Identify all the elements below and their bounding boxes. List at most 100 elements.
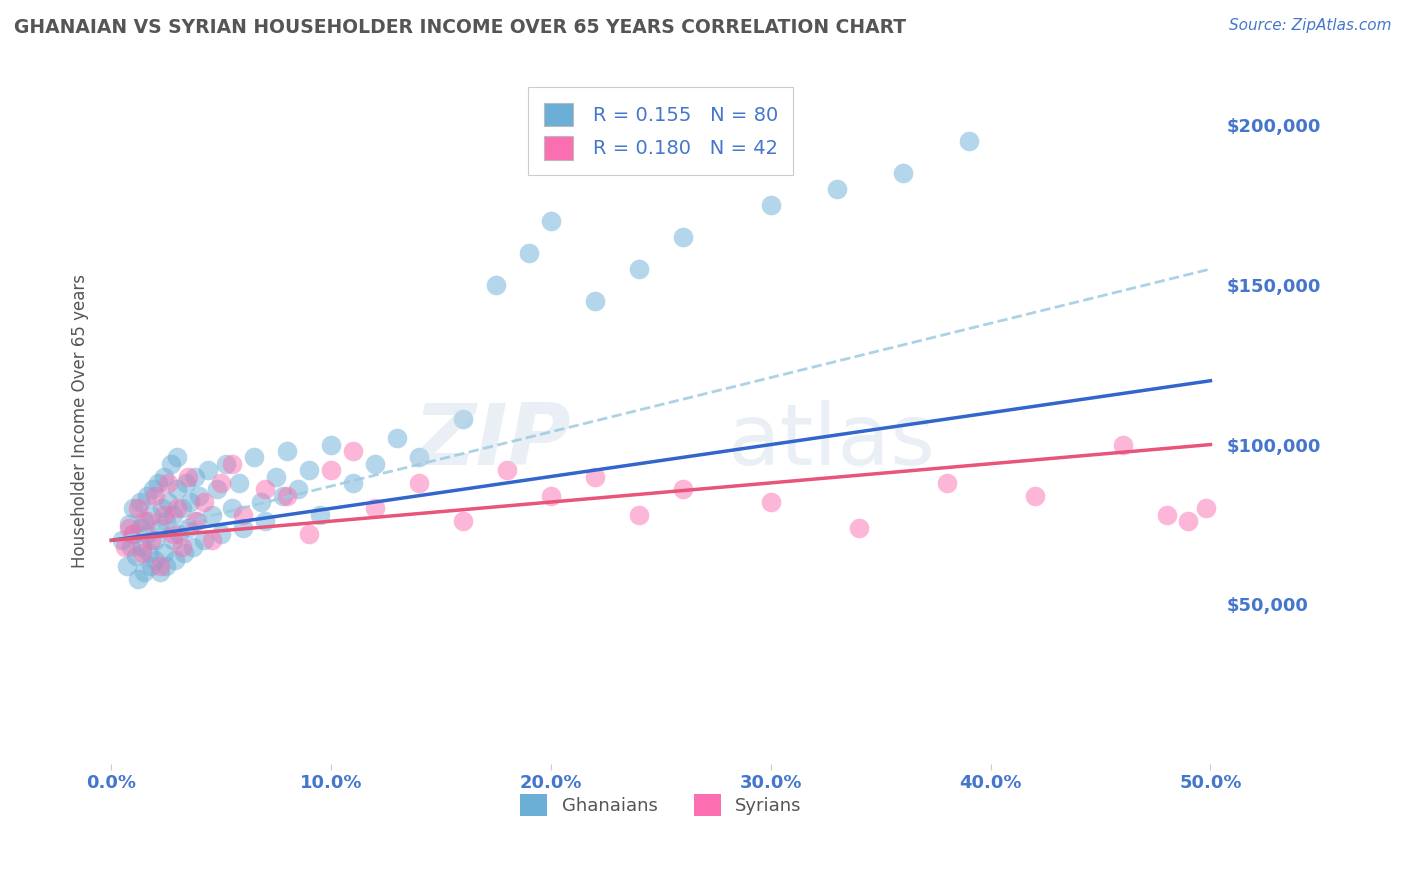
Point: [276, 489, 298, 503]
Text: Source: ZipAtlas.com: Source: ZipAtlas.com: [1229, 18, 1392, 33]
Point: [120, 540, 142, 554]
Point: [131, 546, 153, 560]
Point: [166, 483, 188, 497]
Point: [205, 483, 228, 497]
Point: [232, 520, 254, 534]
Point: [155, 558, 177, 573]
Point: [162, 527, 184, 541]
Point: [138, 546, 160, 560]
Point: [451, 412, 474, 426]
Point: [114, 540, 136, 554]
Point: [408, 475, 430, 490]
Point: [209, 527, 232, 541]
Point: [254, 483, 277, 497]
Point: [221, 501, 243, 516]
Point: [228, 475, 250, 490]
Point: [143, 552, 166, 566]
Point: [118, 517, 141, 532]
Point: [221, 457, 243, 471]
Point: [485, 277, 508, 292]
Point: [173, 546, 195, 560]
Point: [157, 495, 180, 509]
Point: [143, 533, 166, 548]
Point: [287, 483, 309, 497]
Point: [146, 475, 169, 490]
Point: [139, 558, 162, 573]
Point: [157, 475, 180, 490]
Point: [135, 489, 157, 503]
Point: [309, 508, 332, 522]
Point: [214, 457, 236, 471]
Point: [170, 540, 193, 554]
Point: [935, 475, 957, 490]
Point: [672, 230, 695, 244]
Point: [1111, 437, 1133, 451]
Point: [408, 450, 430, 465]
Point: [848, 520, 870, 534]
Point: [540, 214, 562, 228]
Point: [243, 450, 266, 465]
Point: [1024, 489, 1046, 503]
Point: [149, 558, 172, 573]
Point: [1177, 514, 1199, 528]
Point: [188, 489, 211, 503]
Point: [143, 489, 166, 503]
Point: [264, 469, 287, 483]
Point: [184, 469, 207, 483]
Point: [134, 514, 156, 528]
Point: [129, 520, 152, 534]
Point: [201, 533, 224, 548]
Point: [451, 514, 474, 528]
Point: [153, 546, 176, 560]
Point: [127, 501, 149, 516]
Point: [135, 514, 157, 528]
Point: [170, 501, 193, 516]
Point: [135, 527, 157, 541]
Point: [321, 463, 343, 477]
Point: [131, 540, 153, 554]
Point: [276, 444, 298, 458]
Point: [298, 527, 321, 541]
Point: [201, 508, 224, 522]
Point: [134, 566, 156, 580]
Point: [627, 508, 650, 522]
Y-axis label: Householder Income Over 65 years: Householder Income Over 65 years: [72, 274, 89, 567]
Point: [250, 495, 273, 509]
Text: atlas: atlas: [728, 400, 936, 483]
Point: [169, 527, 191, 541]
Point: [197, 463, 219, 477]
Point: [162, 508, 184, 522]
Point: [517, 246, 540, 260]
Point: [583, 293, 606, 308]
Point: [271, 489, 294, 503]
Point: [159, 457, 181, 471]
Point: [177, 469, 200, 483]
Point: [118, 520, 141, 534]
Point: [179, 495, 201, 509]
Point: [150, 501, 173, 516]
Point: [186, 514, 208, 528]
Point: [115, 558, 138, 573]
Point: [139, 533, 162, 548]
Point: [142, 483, 165, 497]
Point: [364, 501, 387, 516]
Point: [193, 533, 215, 548]
Point: [111, 533, 134, 548]
Point: [232, 508, 254, 522]
Point: [153, 469, 176, 483]
Legend: Ghanaians, Syrians: Ghanaians, Syrians: [513, 787, 808, 823]
Point: [155, 514, 177, 528]
Point: [166, 501, 188, 516]
Point: [627, 262, 650, 277]
Point: [385, 431, 408, 445]
Point: [672, 483, 695, 497]
Point: [957, 134, 980, 148]
Point: [139, 508, 162, 522]
Point: [122, 527, 145, 541]
Point: [496, 463, 519, 477]
Point: [209, 475, 232, 490]
Point: [165, 552, 187, 566]
Point: [298, 463, 321, 477]
Text: ZIP: ZIP: [413, 400, 571, 483]
Point: [149, 520, 172, 534]
